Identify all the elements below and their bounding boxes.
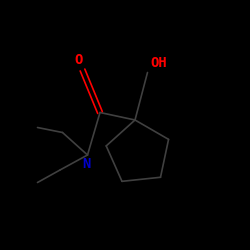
Text: N: N <box>82 158 90 172</box>
Text: O: O <box>74 54 83 68</box>
Text: OH: OH <box>150 56 167 70</box>
